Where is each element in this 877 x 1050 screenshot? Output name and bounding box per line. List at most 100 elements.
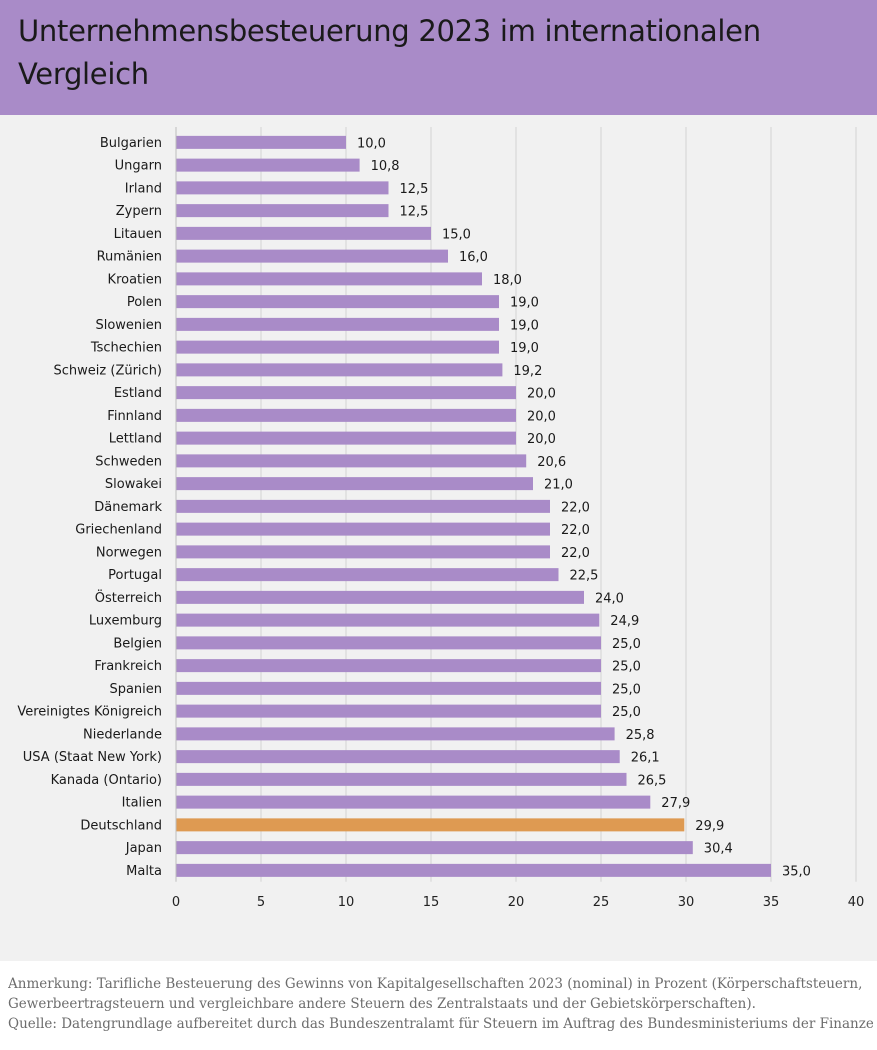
category-label: Griechenland <box>75 523 162 538</box>
bar <box>176 727 615 741</box>
value-label: 20,0 <box>527 432 556 447</box>
value-label: 25,0 <box>612 705 641 720</box>
value-label: 22,0 <box>561 500 590 515</box>
x-tick-label: 0 <box>172 895 180 910</box>
category-label: Deutschland <box>80 818 162 833</box>
category-label: Portugal <box>108 568 162 583</box>
value-label: 30,4 <box>704 842 733 857</box>
category-label: Slowakei <box>105 477 162 492</box>
category-label: Lettland <box>109 432 162 447</box>
bar <box>176 750 620 764</box>
value-label: 20,0 <box>527 387 556 402</box>
category-label: Luxemburg <box>89 614 162 629</box>
x-tick-label: 40 <box>848 895 865 910</box>
bar <box>176 590 584 604</box>
value-label: 12,5 <box>400 205 429 220</box>
bar <box>176 226 431 240</box>
bar <box>176 636 601 650</box>
category-label: Schweiz (Zürich) <box>54 363 162 378</box>
bar <box>176 681 601 695</box>
value-label: 29,9 <box>695 819 724 834</box>
x-tick-label: 15 <box>423 895 440 910</box>
chart-header: Unternehmensbesteuerung 2023 im internat… <box>0 0 877 115</box>
category-label: Tschechien <box>90 341 162 356</box>
bar <box>176 249 448 263</box>
category-label: Niederlande <box>83 727 162 742</box>
value-label: 25,0 <box>612 637 641 652</box>
category-label: Kanada (Ontario) <box>51 773 162 788</box>
bar <box>176 340 499 354</box>
category-label: Japan <box>125 841 162 856</box>
category-label: Norwegen <box>96 545 162 560</box>
bar <box>176 613 600 627</box>
value-label: 20,6 <box>537 455 566 470</box>
bar <box>176 568 559 582</box>
category-label: Italien <box>122 796 162 811</box>
bar <box>176 363 503 377</box>
value-label: 25,0 <box>612 660 641 675</box>
value-label: 26,1 <box>631 751 660 766</box>
bar <box>176 499 550 513</box>
note-line-1: Anmerkung: Tarifliche Besteuerung des Ge… <box>8 976 863 992</box>
bar <box>176 158 360 172</box>
source-line: Quelle: Datengrundlage aufbereitet durch… <box>8 1016 873 1032</box>
category-label: Vereinigtes Königreich <box>17 705 162 720</box>
bar <box>176 386 516 400</box>
value-label: 15,0 <box>442 227 471 242</box>
value-label: 35,0 <box>782 864 811 879</box>
bar <box>176 431 516 445</box>
x-tick-label: 5 <box>257 895 265 910</box>
value-label: 26,5 <box>638 773 667 788</box>
x-tick-label: 25 <box>593 895 610 910</box>
bar <box>176 795 651 809</box>
bar <box>176 659 601 673</box>
bar <box>176 204 389 218</box>
value-label: 20,0 <box>527 409 556 424</box>
category-label: Frankreich <box>94 659 162 674</box>
value-label: 27,9 <box>661 796 690 811</box>
category-label: Irland <box>125 181 162 196</box>
bar <box>176 772 627 786</box>
value-label: 22,5 <box>570 569 599 584</box>
bar <box>176 135 346 149</box>
value-label: 10,0 <box>357 136 386 151</box>
value-label: 19,0 <box>510 318 539 333</box>
category-label: Österreich <box>95 589 162 606</box>
bar <box>176 522 550 536</box>
category-label: Litauen <box>114 227 162 242</box>
bar <box>176 841 693 855</box>
category-label: Malta <box>126 864 162 879</box>
category-label: Finnland <box>107 409 162 424</box>
category-label: Rumänien <box>97 250 162 265</box>
value-label: 22,0 <box>561 523 590 538</box>
bar <box>176 295 499 309</box>
bar <box>176 272 482 286</box>
category-label: Polen <box>127 295 162 310</box>
note-line-2: Gewerbeertragsteuern und vergleichbare a… <box>8 996 756 1012</box>
bar <box>176 408 516 422</box>
value-label: 24,0 <box>595 591 624 606</box>
x-tick-label: 35 <box>763 895 780 910</box>
category-label: Zypern <box>116 204 162 219</box>
chart-title: Unternehmensbesteuerung 2023 im internat… <box>18 14 761 91</box>
value-label: 12,5 <box>400 182 429 197</box>
category-label: Slowenien <box>95 318 162 333</box>
category-label: Bulgarien <box>100 136 162 151</box>
bar <box>176 545 550 559</box>
category-label: Schweden <box>95 454 162 469</box>
x-tick-label: 10 <box>338 895 355 910</box>
bar <box>176 818 685 832</box>
bar <box>176 317 499 331</box>
category-label: Belgien <box>113 636 162 651</box>
value-label: 19,0 <box>510 341 539 356</box>
value-label: 18,0 <box>493 273 522 288</box>
bar <box>176 704 601 718</box>
x-tick-label: 20 <box>508 895 525 910</box>
category-label: Estland <box>114 386 162 401</box>
category-label: USA (Staat New York) <box>23 750 162 765</box>
value-label: 22,0 <box>561 546 590 561</box>
value-label: 21,0 <box>544 478 573 493</box>
bar <box>176 863 771 877</box>
x-tick-label: 30 <box>678 895 695 910</box>
value-label: 19,2 <box>513 364 542 379</box>
